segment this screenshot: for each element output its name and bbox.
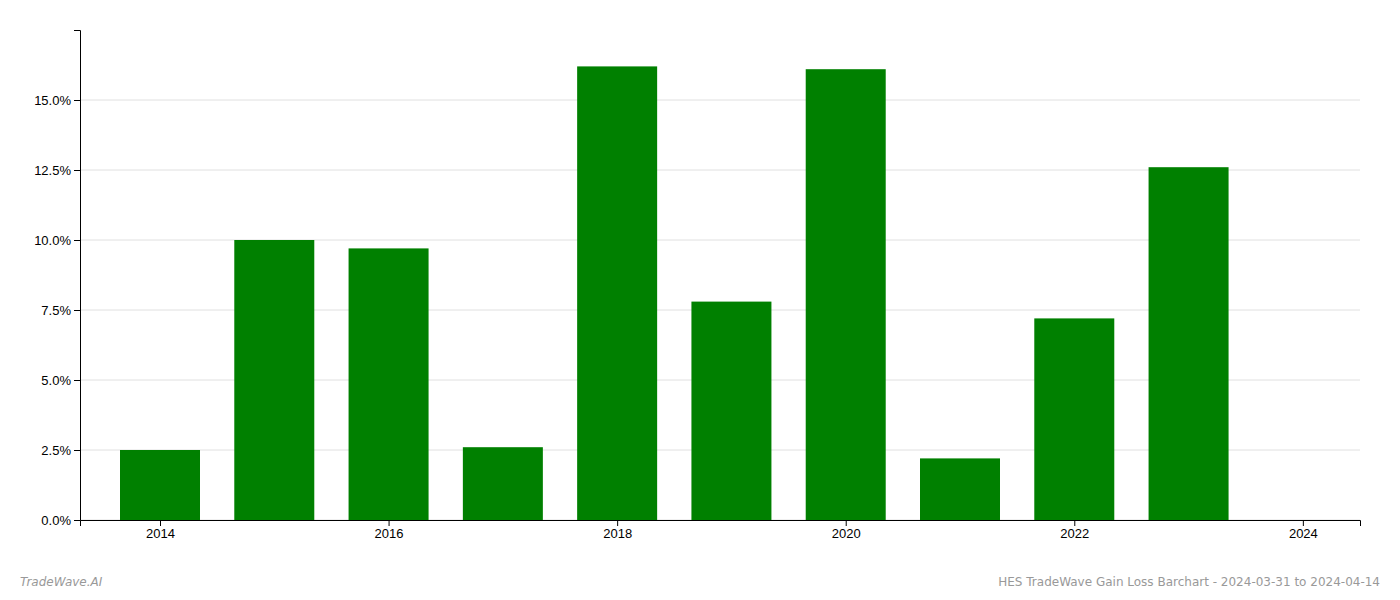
y-tick-label: 12.5% bbox=[34, 163, 71, 178]
x-tick-label: 2014 bbox=[146, 526, 175, 541]
x-tick: 2020 bbox=[832, 520, 861, 541]
y-tick-mark bbox=[74, 380, 80, 381]
y-tick-mark bbox=[74, 520, 80, 521]
footer-text: TradeWave.AI bbox=[20, 575, 103, 589]
x-tick: 2024 bbox=[1289, 520, 1318, 541]
y-tick: 15.0% bbox=[34, 93, 80, 108]
y-tick-mark bbox=[74, 100, 80, 101]
y-tick: 2.5% bbox=[41, 443, 80, 458]
y-tick-label: 0.0% bbox=[41, 513, 71, 528]
x-tick-mark bbox=[1074, 520, 1075, 526]
x-tick: 2022 bbox=[1060, 520, 1089, 541]
footer-text: HES TradeWave Gain Loss Barchart - 2024-… bbox=[998, 575, 1380, 589]
bar bbox=[234, 240, 314, 520]
y-tick-mark bbox=[74, 240, 80, 241]
y-tick: 0.0% bbox=[41, 513, 80, 528]
grid bbox=[80, 100, 1360, 520]
x-tick-label: 2022 bbox=[1060, 526, 1089, 541]
bar bbox=[1034, 318, 1114, 520]
x-axis: 2014 2016 2018 2020 2022 2024 bbox=[81, 520, 1361, 541]
x-tick-mark bbox=[846, 520, 847, 526]
x-tick-label: 2018 bbox=[603, 526, 632, 541]
y-axis: 0.0% 2.5% 5.0% 7.5% 10.0% 12.5% 15.0% bbox=[34, 31, 80, 528]
x-axis-line bbox=[81, 521, 1361, 527]
y-tick-label: 15.0% bbox=[34, 93, 71, 108]
y-tick: 12.5% bbox=[34, 163, 80, 178]
y-tick-mark bbox=[74, 310, 80, 311]
y-tick-mark bbox=[74, 450, 80, 451]
x-tick: 2016 bbox=[375, 520, 404, 541]
x-tick-mark bbox=[389, 520, 390, 526]
y-tick: 5.0% bbox=[41, 373, 80, 388]
x-tick-mark bbox=[617, 520, 618, 526]
bar bbox=[577, 66, 657, 520]
x-tick: 2014 bbox=[146, 520, 175, 541]
x-tick-label: 2016 bbox=[375, 526, 404, 541]
y-tick: 7.5% bbox=[41, 303, 80, 318]
y-tick-label: 5.0% bbox=[41, 373, 71, 388]
y-tick: 10.0% bbox=[34, 233, 80, 248]
bar bbox=[920, 458, 1000, 520]
chart-container: 2014 2016 2018 2020 2022 2024 0.0% 2.5% 5.0% 7.5%… bbox=[0, 0, 1400, 600]
bar bbox=[806, 69, 886, 520]
footer: TradeWave.AI HES TradeWave Gain Loss Barc… bbox=[20, 575, 1380, 589]
x-tick-label: 2020 bbox=[832, 526, 861, 541]
y-tick-label: 10.0% bbox=[34, 233, 71, 248]
bar bbox=[120, 450, 200, 520]
y-axis-line bbox=[74, 31, 81, 521]
x-tick-label: 2024 bbox=[1289, 526, 1318, 541]
y-tick-mark bbox=[74, 170, 80, 171]
x-tick-mark bbox=[1303, 520, 1304, 526]
y-tick-label: 2.5% bbox=[41, 443, 71, 458]
y-tick-label: 7.5% bbox=[41, 303, 71, 318]
bar bbox=[463, 447, 543, 520]
x-tick-mark bbox=[160, 520, 161, 526]
x-tick: 2018 bbox=[603, 520, 632, 541]
bar bbox=[1149, 167, 1229, 520]
plot-area: 2014 2016 2018 2020 2022 2024 0.0% 2.5% 5.0% 7.5%… bbox=[34, 31, 1360, 542]
grid-line bbox=[80, 100, 1360, 101]
bars bbox=[120, 66, 1229, 520]
chart-svg: 2014 2016 2018 2020 2022 2024 0.0% 2.5% 5.0% 7.5%… bbox=[0, 0, 1400, 600]
bar bbox=[349, 248, 429, 520]
bar bbox=[691, 302, 771, 520]
